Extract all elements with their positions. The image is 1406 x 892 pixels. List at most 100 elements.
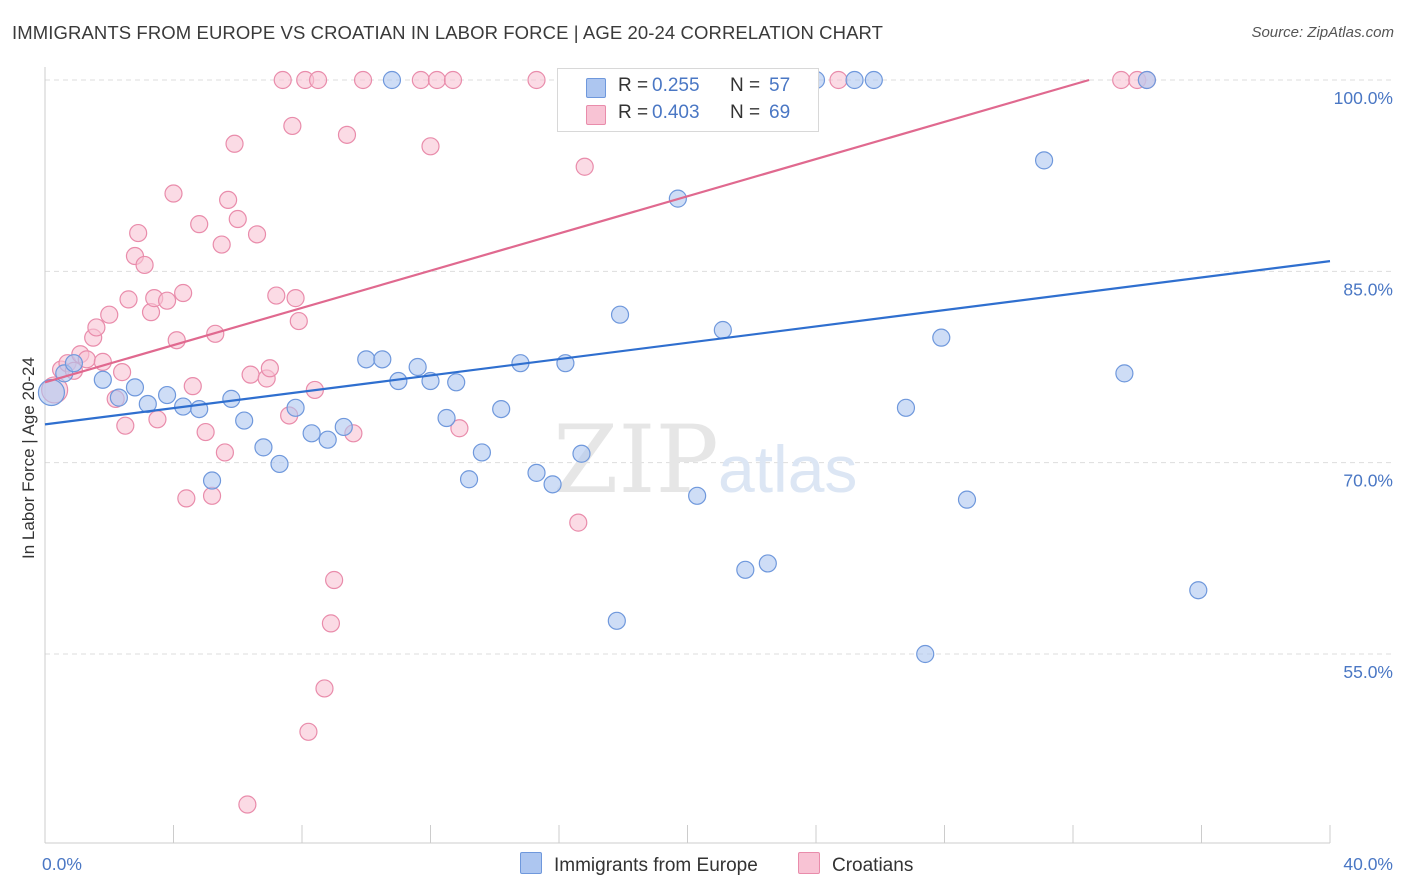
y-tick-label: 100.0% <box>1334 88 1393 108</box>
legend-swatch-croatians <box>798 852 820 874</box>
europe-point <box>957 490 977 509</box>
europe-point <box>736 560 755 579</box>
croatians-point <box>129 223 148 243</box>
europe-point <box>527 463 546 482</box>
europe-point <box>543 475 562 494</box>
europe-point <box>408 357 427 377</box>
europe-point <box>373 350 392 369</box>
croatians-point <box>283 116 302 136</box>
legend-n-value: 57 <box>769 75 791 96</box>
legend-label-europe: Immigrants from Europe <box>554 855 758 876</box>
croatians-point <box>411 70 430 90</box>
croatians-point <box>443 70 463 90</box>
croatians-point <box>157 291 177 310</box>
croatians-point <box>183 377 202 396</box>
europe-point <box>610 305 630 324</box>
europe-point <box>302 424 321 443</box>
legend-r-label: R = <box>618 102 649 123</box>
croatians-point <box>219 190 238 210</box>
europe-point <box>202 471 222 490</box>
series-immigrants-from-europe <box>37 70 1208 664</box>
croatians-trend-line <box>44 78 1090 384</box>
legend-swatch-croatians <box>586 105 606 125</box>
legend-r-value: 0.403 <box>652 102 700 123</box>
croatians-point <box>337 125 357 144</box>
legend-item-croatians: Croatians <box>798 852 913 877</box>
europe-point <box>459 470 479 489</box>
croatians-point <box>212 235 231 254</box>
europe-point <box>447 373 466 392</box>
croatians-point <box>308 70 328 90</box>
croatians-point <box>325 570 344 590</box>
croatians-point <box>238 795 257 814</box>
croatians-point <box>174 283 193 303</box>
croatians-point <box>299 722 318 741</box>
europe-point <box>37 378 66 407</box>
trend-lines <box>44 78 1331 426</box>
croatians-point <box>321 614 341 633</box>
tick-labels: 100.0% 85.0% 70.0% 55.0% 0.0% 40.0% <box>42 88 1393 874</box>
europe-point <box>109 388 128 407</box>
croatians-point <box>260 359 279 378</box>
x-tick-label: 40.0% <box>1343 854 1393 874</box>
europe-point <box>896 398 916 417</box>
legend-label-croatians: Croatians <box>832 855 914 876</box>
europe-point <box>382 70 402 90</box>
legend-r-value: 0.255 <box>652 75 700 96</box>
croatians-point <box>427 70 447 90</box>
croatians-point <box>241 365 260 384</box>
stats-legend: R = 0.255 N = 57 R = 0.403 N = 69 <box>557 68 819 132</box>
europe-point <box>318 430 337 449</box>
europe-point <box>357 350 376 369</box>
croatians-point <box>315 679 334 698</box>
europe-point <box>270 454 289 474</box>
europe-point <box>472 443 491 462</box>
croatians-point <box>289 311 308 331</box>
watermark-atlas: atlas <box>718 432 857 506</box>
source-label: Source: ZipAtlas.com <box>1251 24 1394 41</box>
europe-point <box>572 444 591 463</box>
croatians-point <box>225 134 244 153</box>
croatians-point <box>450 419 469 438</box>
europe-point <box>93 370 112 389</box>
croatians-point <box>100 305 119 324</box>
croatians-point <box>1112 70 1131 90</box>
europe-point <box>1189 581 1208 600</box>
europe-point <box>1137 70 1156 90</box>
legend-r-label: R = <box>618 75 649 96</box>
croatians-point <box>569 513 588 532</box>
europe-point <box>1034 151 1054 170</box>
croatians-point <box>247 225 267 244</box>
axes <box>44 67 1331 844</box>
europe-point <box>254 438 273 457</box>
europe-point <box>916 644 935 664</box>
europe-point <box>235 411 254 430</box>
croatians-point <box>215 443 234 462</box>
croatians-point <box>202 486 222 505</box>
croatians-point <box>228 209 247 229</box>
europe-point <box>758 554 777 573</box>
croatians-point <box>527 70 546 90</box>
legend-n-label: N = <box>730 75 761 96</box>
legend-swatch-europe <box>520 852 542 874</box>
europe-point <box>713 320 732 340</box>
croatians-point <box>116 416 135 435</box>
croatians-point <box>196 422 215 442</box>
legend-item-europe: Immigrants from Europe <box>520 852 758 877</box>
croatians-point <box>421 137 440 156</box>
europe-point <box>1115 364 1134 383</box>
europe-point <box>125 378 145 397</box>
europe-trend-line <box>44 260 1331 426</box>
y-axis-title: In Labor Force | Age 20-24 <box>19 357 38 559</box>
croatians-point <box>190 215 209 234</box>
y-tick-label: 70.0% <box>1343 471 1393 491</box>
croatians-point <box>267 286 286 305</box>
europe-point <box>157 385 177 405</box>
europe-point <box>138 394 157 414</box>
europe-point <box>845 70 864 90</box>
x-tick-label: 0.0% <box>42 854 82 874</box>
legend-n-value: 69 <box>769 102 791 123</box>
europe-point <box>688 486 707 505</box>
legend-n-label: N = <box>730 102 761 123</box>
